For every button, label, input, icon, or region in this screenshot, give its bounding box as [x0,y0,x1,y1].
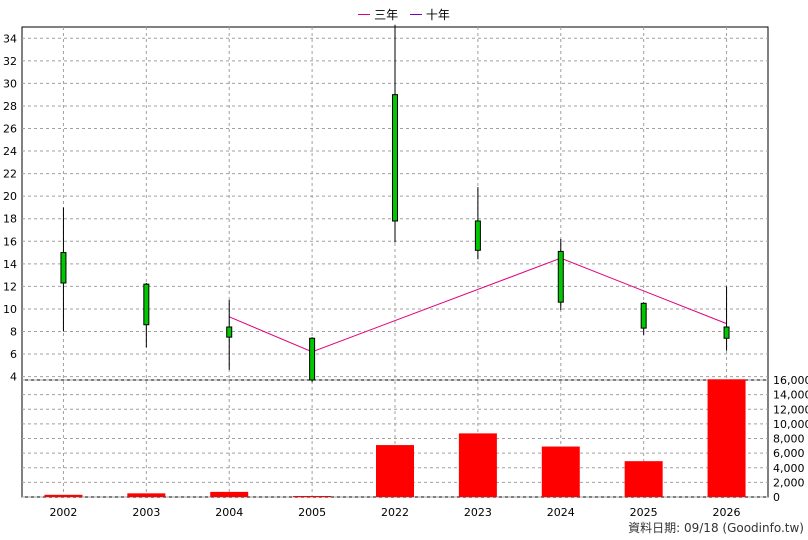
volume-bar [376,445,414,497]
legend-swatch-ma3 [358,14,371,15]
price-tick-label: 24 [3,145,17,158]
volume-bar [707,379,746,497]
price-tick-label: 30 [3,77,17,90]
price-tick-label: 28 [3,100,17,113]
candle-body [474,220,481,251]
volume-tick-label: 6,000 [773,447,805,460]
category-label: 2026 [713,506,741,519]
legend-item-ma10: 十年 [409,6,450,23]
volume-tick-label: 2,000 [773,476,805,489]
volume-bar [293,496,332,497]
price-tick-label: 16 [3,235,17,248]
volume-bar [624,461,663,497]
price-tick-label: 14 [3,258,17,271]
category-label: 2025 [630,506,658,519]
price-tick-label: 10 [3,303,17,316]
ma-line-3yr [229,257,727,353]
candle-body [309,337,316,381]
volume-tick-label: 14,000 [773,389,808,402]
category-label: 2002 [49,506,77,519]
legend-label-ma3: 三年 [374,8,399,22]
price-tick-label: 18 [3,213,17,226]
category-label: 2022 [381,506,409,519]
volume-tick-label: 10,000 [773,418,808,431]
price-tick-label: 32 [3,55,17,68]
price-tick-label: 12 [3,280,17,293]
volume-bar [541,446,580,497]
legend-swatch-ma10 [409,14,422,15]
price-tick-label: 6 [10,348,17,361]
price-tick-label: 8 [10,326,17,339]
candle-body [723,326,730,339]
candle-body [143,283,150,326]
price-tick-label: 20 [3,190,17,203]
volume-bar [127,493,166,497]
candle-body [60,252,67,284]
category-label: 2023 [464,506,492,519]
candle-body [226,326,233,338]
source-note: 資料日期: 09/18 (Goodinfo.tw) [628,521,804,535]
candle-body [557,250,564,303]
price-tick-label: 22 [3,168,17,181]
volume-tick-label: 0 [773,491,780,504]
volume-tick-label: 16,000 [773,374,808,387]
volume-tick-label: 8,000 [773,433,805,446]
legend-label-ma10: 十年 [425,8,450,22]
price-tick-label: 26 [3,123,17,136]
legend-item-ma3: 三年 [358,6,398,23]
legend: 三年 十年 [0,6,808,23]
volume-tick-label: 4,000 [773,462,805,475]
category-label: 2005 [298,506,326,519]
candle-body [392,94,398,222]
volume-bar [210,491,249,497]
volume-bar [44,494,83,497]
category-label: 2004 [215,506,243,519]
candle-body [640,302,647,329]
price-tick-label: 4 [10,371,17,384]
price-tick-label: 34 [3,32,17,45]
volume-bar [458,433,497,497]
volume-tick-label: 12,000 [773,403,808,416]
category-label: 2024 [547,506,575,519]
category-label: 2003 [132,506,160,519]
